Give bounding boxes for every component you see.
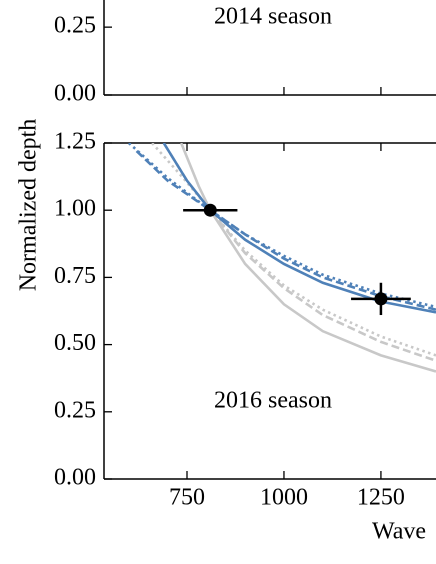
- annotation: 2014 season: [214, 4, 332, 30]
- y-tick-label: 0.00: [54, 465, 96, 491]
- x-tick-label: 750: [169, 485, 205, 511]
- line: [162, 143, 436, 362]
- annotation: 2016 season: [214, 388, 332, 414]
- line: [127, 143, 436, 309]
- y-tick-label: 0.25: [54, 13, 96, 39]
- y-tick-label: 0.75: [54, 263, 96, 289]
- plot-area: [127, 143, 436, 373]
- y-axis-label: Normalized depth: [16, 119, 42, 292]
- y-tick-label: 1.00: [54, 196, 96, 222]
- line: [179, 143, 436, 373]
- y-tick-label: 0.25: [54, 397, 96, 423]
- line: [135, 150, 436, 311]
- line: [151, 143, 436, 357]
- data-point: [203, 203, 217, 217]
- x-tick-label: 1000: [260, 485, 308, 511]
- line: [162, 143, 436, 314]
- y-tick-label: 1.25: [54, 129, 96, 155]
- x-axis-label: Wave: [372, 519, 426, 545]
- x-tick-label: 1250: [357, 485, 405, 511]
- y-tick-label: 0.50: [54, 330, 96, 356]
- data-point: [374, 292, 388, 306]
- y-tick-label: 0.00: [54, 81, 96, 107]
